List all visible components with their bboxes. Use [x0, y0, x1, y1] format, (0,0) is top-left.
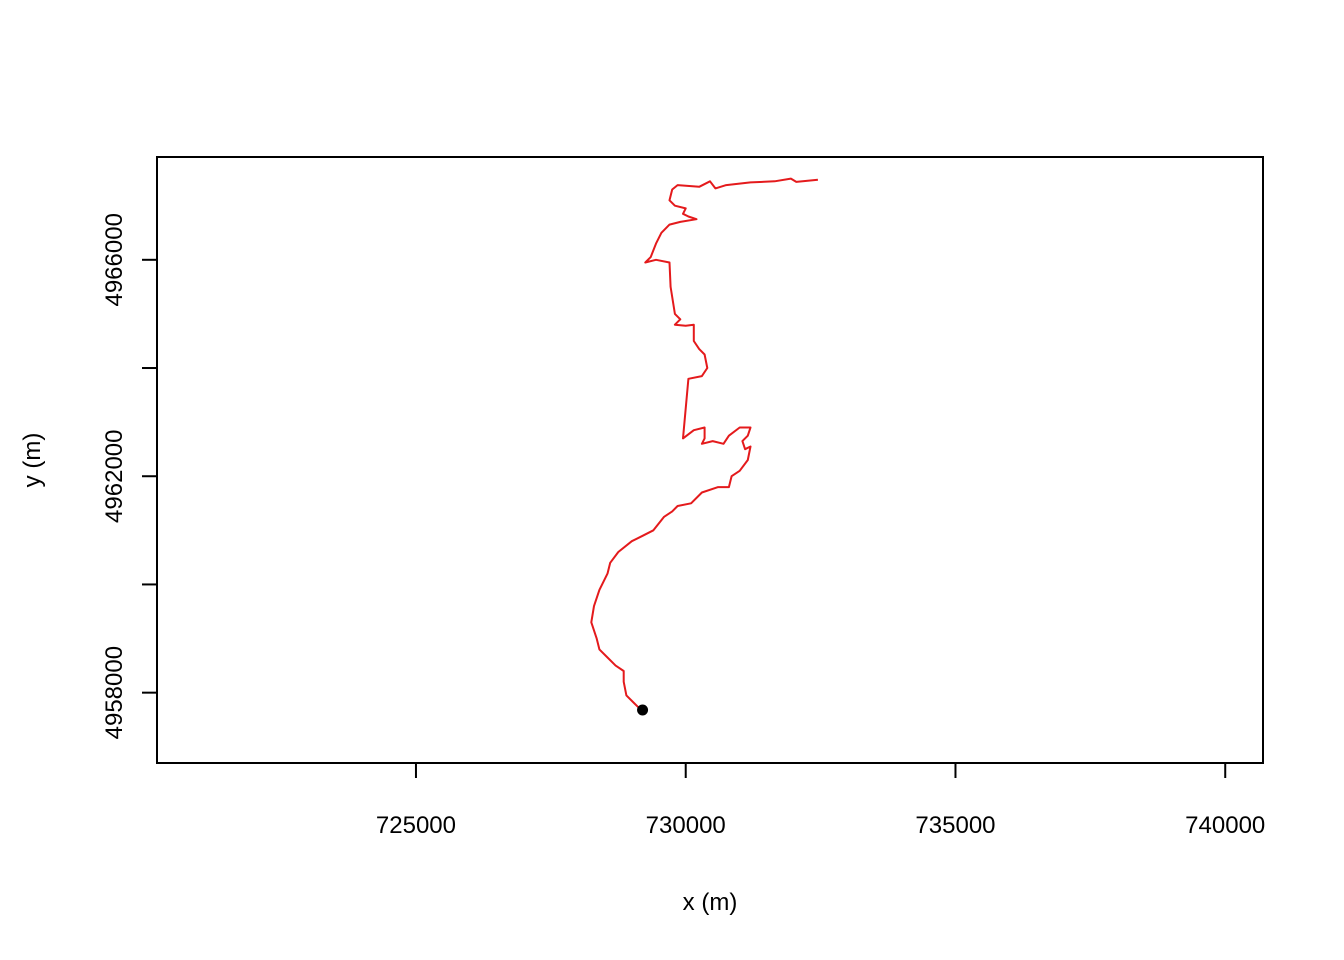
y-axis: 4958000 4962000 4966000 — [101, 213, 158, 739]
track-series — [590, 177, 819, 716]
track-line — [590, 177, 819, 713]
x-tick-label: 725000 — [376, 812, 456, 839]
x-tick-label: 730000 — [646, 812, 726, 839]
x-tick-label: 735000 — [915, 812, 995, 839]
y-tick-label: 4966000 — [101, 213, 128, 306]
x-axis: 725000 730000 735000 740000 — [376, 762, 1265, 839]
y-tick-label: 4962000 — [101, 430, 128, 523]
plot-frame — [156, 156, 1264, 764]
start-point — [637, 704, 649, 716]
y-axis-title: y (m) — [19, 433, 46, 488]
x-axis-title: x (m) — [683, 889, 738, 916]
x-tick-label: 740000 — [1185, 812, 1265, 839]
y-tick-label: 4958000 — [101, 646, 128, 739]
